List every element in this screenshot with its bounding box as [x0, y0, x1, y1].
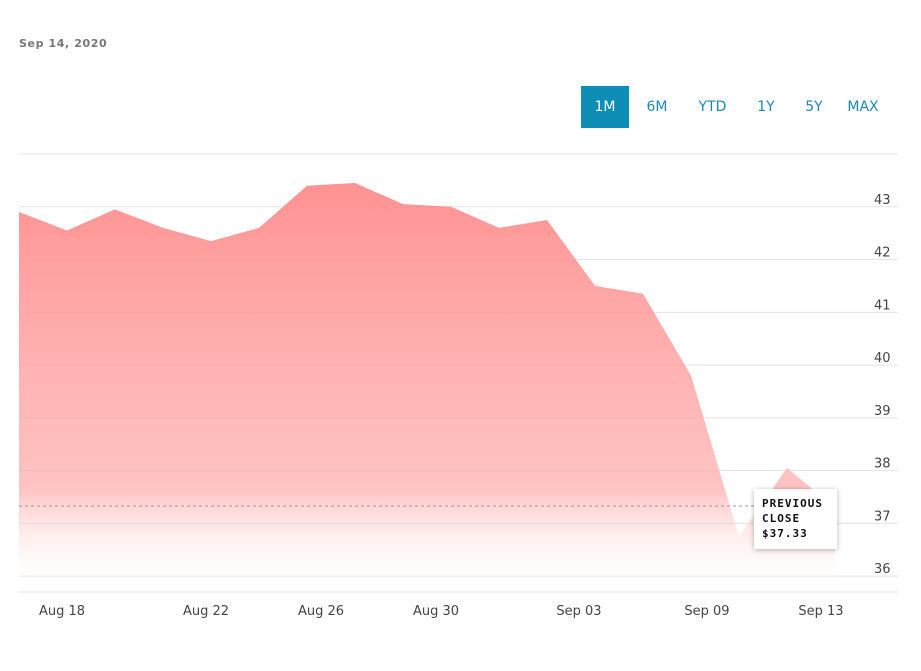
tooltip-line1: PREVIOUS — [762, 497, 823, 510]
range-tab-6m[interactable]: 6M — [646, 99, 668, 115]
tooltip-line2: CLOSE — [762, 512, 801, 525]
range-tab-1m[interactable]: 1M — [581, 86, 629, 128]
range-tab-1y[interactable]: 1Y — [757, 99, 775, 115]
y-tick-label: 38 — [874, 457, 891, 472]
area-layer — [19, 183, 835, 592]
range-tab-ytd[interactable]: YTD — [698, 99, 727, 115]
x-tick-label: Sep 03 — [556, 604, 601, 619]
y-axis: 36 37 38 39 40 41 42 43 — [874, 193, 891, 577]
y-tick-label: 41 — [874, 298, 891, 313]
x-tick-label: Sep 09 — [684, 604, 729, 619]
x-tick-label: Aug 30 — [413, 604, 459, 619]
date-label: Sep 14, 2020 — [19, 37, 108, 50]
previous-close-tooltip: PREVIOUS CLOSE $37.33 — [754, 489, 837, 549]
y-tick-label: 39 — [874, 404, 891, 419]
y-tick-label: 37 — [874, 509, 891, 524]
x-tick-label: Aug 18 — [39, 604, 85, 619]
x-axis: Aug 18 Aug 22 Aug 26 Aug 30 Sep 03 Sep 09 Sep … — [39, 604, 844, 619]
x-tick-label: Sep 13 — [798, 604, 843, 619]
x-tick-label: Aug 26 — [298, 604, 344, 619]
range-tab-max[interactable]: MAX — [847, 99, 879, 115]
range-tab-5y[interactable]: 5Y — [805, 99, 823, 115]
range-tabs: 1M 6M YTD 1Y 5Y MAX — [581, 86, 890, 128]
tooltip-value: $37.33 — [762, 527, 808, 540]
y-tick-label: 36 — [874, 562, 891, 577]
x-tick-label: Aug 22 — [183, 604, 229, 619]
y-tick-label: 43 — [874, 193, 891, 208]
y-tick-label: 40 — [874, 351, 891, 366]
y-tick-label: 42 — [874, 246, 891, 261]
price-area — [19, 183, 835, 592]
